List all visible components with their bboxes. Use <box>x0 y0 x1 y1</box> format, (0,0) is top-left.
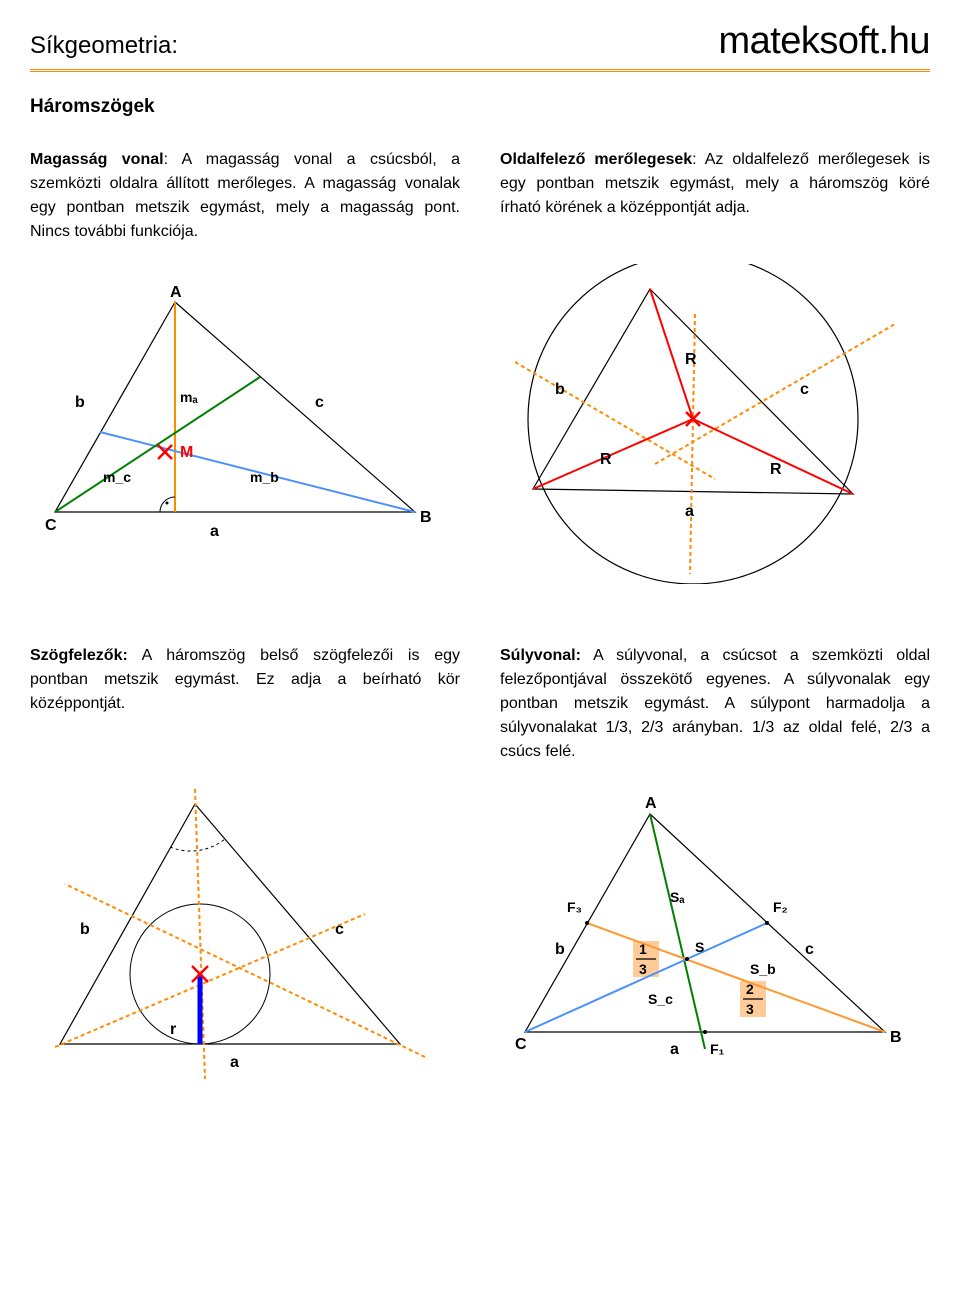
svg-text:b: b <box>555 941 565 958</box>
section-heading: Háromszögek <box>30 96 930 118</box>
svg-text:2: 2 <box>746 981 754 997</box>
svg-text:S_b: S_b <box>750 961 776 977</box>
svg-text:F₃: F₃ <box>567 899 582 915</box>
svg-text:1: 1 <box>639 941 647 957</box>
svg-text:c: c <box>315 394 324 411</box>
col-anglebisector: Szögfelezők: A háromszög belső szögfelez… <box>30 644 460 764</box>
svg-text:F₁: F₁ <box>710 1041 725 1057</box>
svg-text:R: R <box>685 351 697 368</box>
svg-text:mₐ: mₐ <box>180 389 198 405</box>
svg-text:c: c <box>805 941 814 958</box>
col-median: Súlyvonal: A súlyvonal, a csúcsot a szem… <box>500 644 930 764</box>
median-title: Súlyvonal: <box>500 647 581 664</box>
svg-text:M: M <box>180 444 193 461</box>
svg-text:r: r <box>170 1021 176 1038</box>
diagram-circumcircle: R R R a b c <box>500 264 930 584</box>
svg-text:b: b <box>555 381 565 398</box>
altitude-title: Magasság vonal <box>30 151 164 168</box>
svg-text:3: 3 <box>746 1001 754 1017</box>
svg-text:F₂: F₂ <box>773 899 788 915</box>
svg-text:R: R <box>600 451 612 468</box>
svg-text:a: a <box>230 1054 239 1071</box>
svg-text:m_b: m_b <box>250 469 279 485</box>
svg-text:B: B <box>420 509 432 526</box>
diagram-row-1: A B C a b c mₐ m_b m_c M <box>30 264 930 584</box>
diagram-centroid: A B C a b c S Sₐ S_b S_c F₁ F₂ F₃ 1 3 2 … <box>500 784 930 1084</box>
diagram-row-2: a b c r A B C a b <box>30 784 930 1084</box>
svg-text:c: c <box>800 381 809 398</box>
text-block-1: Magasság vonal: A magasság vonal a csúcs… <box>30 148 930 244</box>
svg-text:Sₐ: Sₐ <box>670 889 685 905</box>
perpbisector-title: Oldalfelező merőlegesek <box>500 151 692 168</box>
page-title: Síkgeometria: <box>30 32 178 60</box>
svg-text:C: C <box>45 517 57 534</box>
diagram-incircle: a b c r <box>30 784 460 1084</box>
text-block-2: Szögfelezők: A háromszög belső szögfelez… <box>30 644 930 764</box>
anglebisector-title: Szögfelezők: <box>30 647 128 664</box>
svg-text:S: S <box>695 939 704 955</box>
svg-text:c: c <box>335 921 344 938</box>
svg-text:a: a <box>210 523 219 540</box>
svg-text:A: A <box>645 795 657 812</box>
brand-name: mateksoft.hu <box>718 20 930 63</box>
header: Síkgeometria: mateksoft.hu <box>30 20 930 72</box>
svg-text:S_c: S_c <box>648 991 673 1007</box>
diagram-altitude: A B C a b c mₐ m_b m_c M <box>30 264 460 584</box>
col-perpbisector: Oldalfelező merőlegesek: Az oldalfelező … <box>500 148 930 244</box>
svg-text:A: A <box>170 284 182 301</box>
col-altitude: Magasság vonal: A magasság vonal a csúcs… <box>30 148 460 244</box>
svg-text:B: B <box>890 1029 902 1046</box>
svg-text:R: R <box>770 461 782 478</box>
svg-text:b: b <box>80 921 90 938</box>
svg-text:3: 3 <box>639 961 647 977</box>
svg-text:a: a <box>685 503 694 520</box>
svg-text:m_c: m_c <box>103 469 131 485</box>
svg-text:a: a <box>670 1041 679 1058</box>
svg-text:C: C <box>515 1036 527 1053</box>
svg-text:b: b <box>75 394 85 411</box>
